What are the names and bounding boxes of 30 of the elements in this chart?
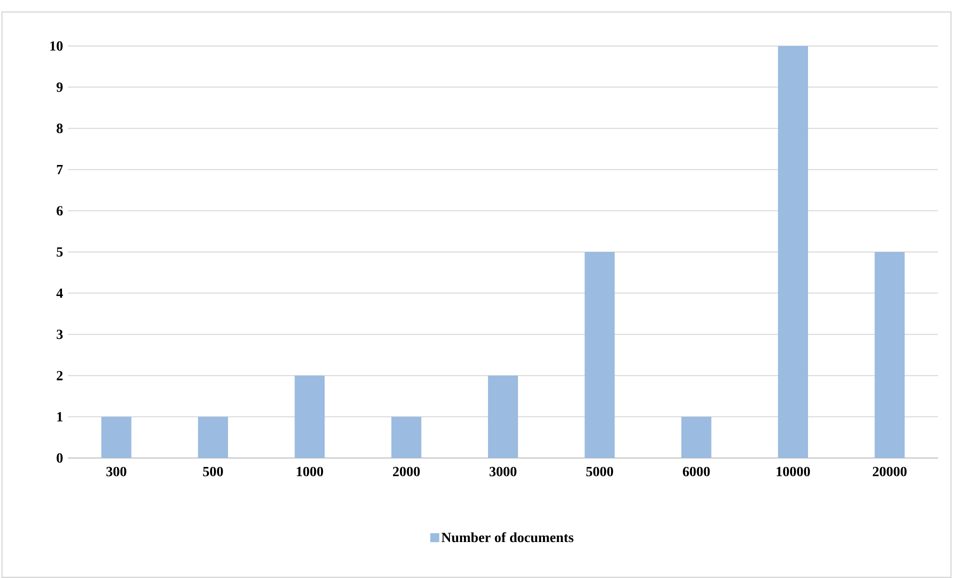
y-tick-label: 3	[56, 330, 63, 340]
bar	[874, 252, 905, 458]
y-tick-label: 2	[56, 370, 63, 380]
x-tick-label: 3000	[490, 466, 516, 476]
y-tick-label: 7	[56, 165, 63, 174]
bar	[101, 416, 132, 458]
bar	[198, 416, 228, 458]
x-tick-label: 2000	[392, 466, 420, 476]
y-tick-label: 10	[50, 41, 63, 51]
x-tick-label: 300	[106, 466, 126, 476]
y-tick-label: 4	[56, 288, 63, 298]
x-tick-label: 10000	[776, 466, 810, 476]
y-tick-label: 5	[56, 247, 63, 257]
bar	[294, 376, 325, 458]
x-tick-label: 500	[203, 466, 223, 476]
x-tick-label: 5000	[586, 466, 614, 476]
x-tick-label: 6000	[682, 466, 710, 476]
y-tick-label: 0	[56, 453, 63, 463]
y-tick-label: 9	[56, 82, 63, 92]
bar	[778, 46, 808, 458]
bar	[488, 376, 518, 458]
bar	[681, 416, 712, 458]
y-tick-label: 8	[56, 124, 63, 134]
legend-label: Number of documents	[442, 532, 574, 542]
x-tick-label: 20000	[872, 466, 907, 476]
bar	[584, 252, 615, 458]
y-tick-label: 1	[57, 412, 62, 422]
x-tick-label: 1000	[296, 466, 324, 476]
y-tick-label: 6	[56, 206, 63, 216]
bar	[391, 416, 422, 458]
